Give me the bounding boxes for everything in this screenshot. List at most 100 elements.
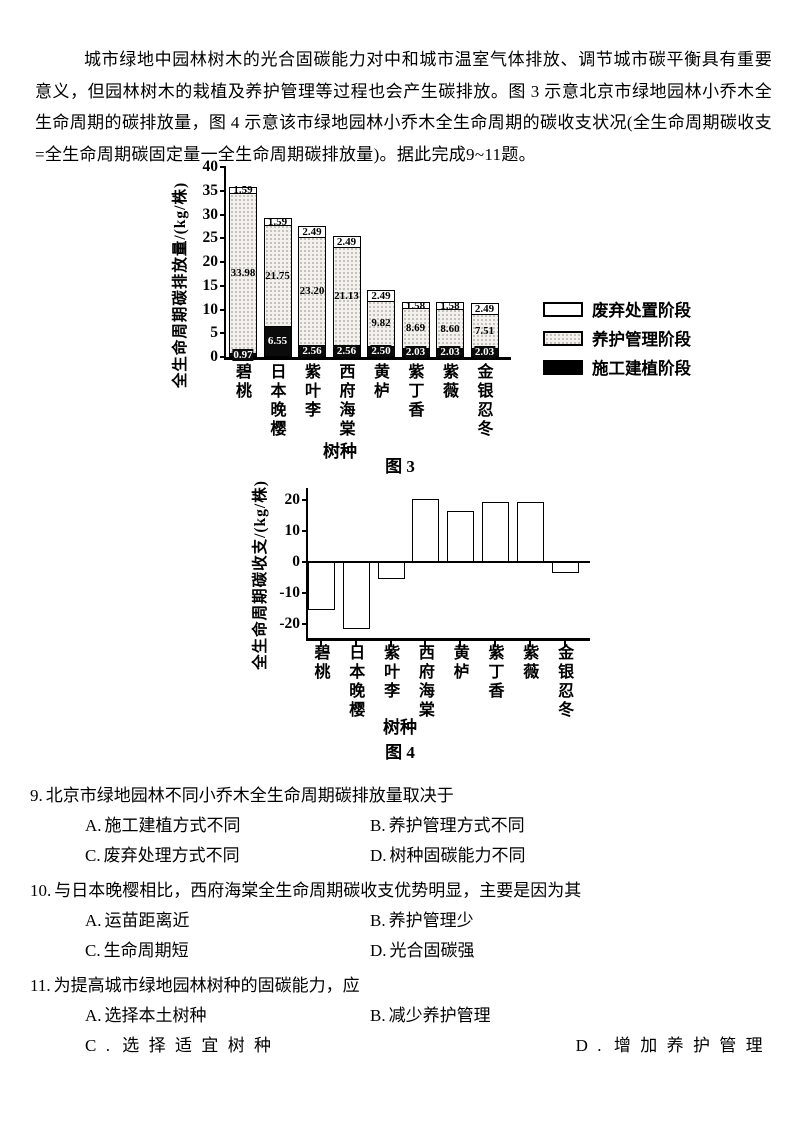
fig3-segment-stipple: 8.69 <box>401 307 430 349</box>
legend-label: 养护管理阶段 <box>592 330 691 349</box>
option-label: C. <box>85 941 101 960</box>
figure4-plot-column: 碧桃 日本晚樱 紫叶李 西府海棠 黄栌 紫丁香 紫薇 金银忍冬 <box>306 488 590 720</box>
fig3-y-tick-label: 20 <box>184 254 226 270</box>
figure4-x-labels: 碧桃 日本晚樱 紫叶李 西府海棠 黄栌 紫丁香 紫薇 金银忍冬 <box>306 644 590 720</box>
fig3-segment-value: 9.82 <box>371 317 391 330</box>
option-c: C. 废弃处理方式不同 <box>85 846 240 865</box>
fig3-segment-value: 1.58 <box>405 299 426 312</box>
fig4-bottom-tick <box>354 641 357 647</box>
fig3-segment-stipple: 7.51 <box>470 313 499 349</box>
fig4-x-label: 紫叶李 <box>381 644 399 701</box>
fig3-segment-black: 2.03 <box>470 346 499 359</box>
fig4-bar <box>516 501 544 563</box>
figure3-x-labels: 碧桃 日本晚樱 紫叶李 西府海棠 黄栌 紫丁香 紫薇 金银忍冬 <box>224 363 511 439</box>
legend-swatch-white <box>543 301 583 317</box>
fig3-segment-value: 21.13 <box>334 290 359 303</box>
questions: 9. 北京市绿地园林不同小乔木全生命周期碳排放量取决于 A. 施工建植方式不同 B. 养护… <box>30 776 772 1061</box>
fig3-segment-value: 6.55 <box>266 335 289 348</box>
option-label: C. <box>85 846 101 865</box>
fig4-bottom-tick <box>389 641 392 647</box>
figure3-plot: 0.97 33.98 1.59 6.55 21.75 1.59 2.56 23.20 2.49 2… <box>224 167 511 361</box>
option-a: A. 选择本土树种 <box>85 1006 207 1025</box>
fig4-x-label-slot: 碧桃 <box>306 644 333 720</box>
figure4-x-axis-title: 树种 <box>383 718 417 737</box>
fig4-y-tick-label: -10 <box>266 585 308 601</box>
fig4-bar <box>377 562 405 580</box>
question-11: 11. 为提高城市绿地园林树种的固碳能力，应 A. 选择本土树种 B. 减少养护管理 C. 选… <box>30 971 772 1061</box>
fig3-segment-value: 0.97 <box>232 348 254 361</box>
fig3-y-tick-label: 5 <box>184 325 226 341</box>
fig3-segment-value: 2.03 <box>473 346 496 359</box>
fig3-stacked-bar: 2.50 9.82 2.49 <box>367 290 395 358</box>
legend-item: 养护管理阶段 <box>543 326 691 350</box>
fig3-segment-value: 1.58 <box>440 299 460 312</box>
intro-paragraph: 城市绿地中园林树木的光合固碳能力对中和城市温室气体排放、调节城市碳平衡具有重要意… <box>35 50 772 164</box>
option-label: D. <box>575 1036 611 1055</box>
question-stem: 10. 与日本晚樱相比，西府海棠全生命周期碳收支优势明显，主要是因为其 <box>30 881 582 900</box>
fig3-segment-value: 2.49 <box>371 289 391 302</box>
option-label: A. <box>85 816 102 835</box>
fig3-y-tick-label: 35 <box>184 182 226 199</box>
fig3-segment-black: 2.56 <box>332 344 361 357</box>
fig3-segment-value: 1.59 <box>233 184 253 197</box>
fig3-segment-value: 8.60 <box>440 322 460 335</box>
fig3-segment-white: 2.49 <box>367 290 395 302</box>
fig4-zero-line <box>308 561 590 564</box>
fig3-stacked-bar: 2.56 21.13 2.49 <box>332 235 361 357</box>
fig3-stacked-bar: 2.03 7.51 2.49 <box>470 303 499 359</box>
fig3-segment-value: 2.03 <box>439 346 461 359</box>
fig4-bar <box>447 511 475 563</box>
fig3-x-label: 黄栌 <box>371 363 388 401</box>
option-label: B. <box>370 911 386 930</box>
fig4-bar <box>551 562 579 574</box>
fig3-y-tick-label: 25 <box>184 230 226 246</box>
question-stem: 11. 为提高城市绿地园林树种的固碳能力，应 <box>30 976 360 995</box>
fig3-segment-value: 2.49 <box>336 235 357 248</box>
fig3-segment-value: 23.20 <box>299 285 325 298</box>
fig3-x-label-slot: 碧桃 <box>227 363 255 439</box>
fig3-x-label-slot: 西府海棠 <box>331 363 359 439</box>
fig4-x-label-slot: 西府海棠 <box>410 644 437 720</box>
option-c: C. 生命周期短 <box>85 941 189 960</box>
option-label: D. <box>370 941 387 960</box>
fig4-x-label-slot: 紫薇 <box>515 644 542 720</box>
fig4-x-label: 西府海棠 <box>415 644 433 720</box>
fig3-x-label-slot: 日本晚樱 <box>262 363 290 439</box>
fig4-y-tick-label: -20 <box>266 616 308 632</box>
fig3-stacked-bar: 6.55 21.75 1.59 <box>263 216 292 357</box>
fig3-x-label-slot: 金银忍冬 <box>469 363 497 439</box>
figure4-plot <box>306 488 590 647</box>
option-label: A. <box>85 911 102 930</box>
fig4-bottom-tick <box>320 641 322 647</box>
option-a: A. 施工建植方式不同 <box>85 816 241 835</box>
fig4-bottom-tick <box>528 641 531 647</box>
legend-label: 施工建植阶段 <box>592 359 691 378</box>
figure3-plot-column: 0.97 33.98 1.59 6.55 21.75 1.59 2.56 23.20 2.49 2… <box>224 167 511 439</box>
option-label: B. <box>370 816 386 835</box>
fig4-bottom-tick <box>459 641 462 647</box>
fig3-segment-value: 8.69 <box>405 322 426 335</box>
fig3-segment-value: 2.03 <box>404 346 427 359</box>
fig3-segment-stipple: 23.20 <box>298 236 326 347</box>
fig3-segment-white: 2.49 <box>298 226 326 238</box>
fig4-x-label: 黄栌 <box>450 644 468 682</box>
fig4-x-label-slot: 紫叶李 <box>376 644 403 720</box>
fig3-segment-black: 6.55 <box>263 325 292 357</box>
fig3-x-label-slot: 黄栌 <box>365 363 393 439</box>
fig3-x-label-slot: 紫丁香 <box>400 363 428 439</box>
legend-item: 废弃处置阶段 <box>543 297 691 321</box>
fig3-stacked-bar: 0.97 33.98 1.59 <box>229 184 257 361</box>
fig3-y-tick-label: 30 <box>184 206 226 223</box>
option-row: A. 选择本土树种 B. 减少养护管理 <box>30 1001 772 1031</box>
figure4: 全生命周期碳收支/(kg/株) 20 10 0 -10 -20 碧桃 日本晚樱 紫叶李 西府海… <box>248 480 590 720</box>
fig4-y-tick-label: 0 <box>266 554 308 570</box>
fig3-segment-value: 33.98 <box>230 267 256 280</box>
legend-item: 施工建植阶段 <box>543 355 691 379</box>
fig4-x-label-slot: 黄栌 <box>445 644 472 720</box>
figure3-y-ticks: 0 5 10 15 20 25 30 35 40 <box>190 159 226 365</box>
fig3-segment-value: 7.51 <box>474 325 495 338</box>
fig4-bottom-tick <box>424 641 427 647</box>
option-a: A. 运苗距离近 <box>85 911 190 930</box>
fig4-bar <box>342 562 370 630</box>
fig4-x-label: 紫丁香 <box>485 644 503 701</box>
